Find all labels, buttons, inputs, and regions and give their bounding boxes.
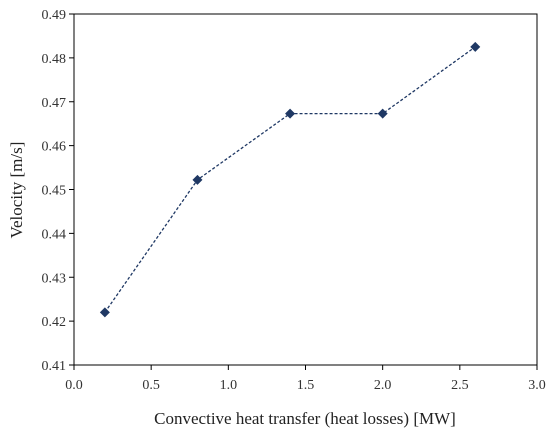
y-axis-title: Velocity [m/s] — [7, 142, 26, 239]
x-tick-label: 0.0 — [65, 378, 83, 393]
y-tick-label: 0.41 — [42, 359, 67, 374]
x-tick-label: 0.5 — [142, 378, 160, 393]
y-tick-label: 0.44 — [42, 227, 67, 242]
data-point-marker — [99, 307, 110, 318]
data-point-marker — [285, 108, 296, 119]
x-axis-ticks: 0.0 0.5 1.0 1.5 2.0 2.5 3.0 — [65, 365, 546, 393]
series-layer — [99, 41, 481, 318]
y-axis-ticks: 0.41 0.42 0.43 0.44 0.45 0.46 0.47 0.48 0.49 — [42, 8, 74, 374]
data-point-marker — [470, 41, 481, 52]
y-tick-label: 0.47 — [42, 96, 67, 111]
x-tick-label: 1.0 — [220, 378, 238, 393]
x-tick-label: 2.0 — [374, 378, 392, 393]
x-tick-label: 3.0 — [528, 378, 546, 393]
y-tick-label: 0.49 — [42, 8, 67, 23]
plot-area-frame — [73, 13, 538, 366]
x-tick-label: 1.5 — [297, 378, 315, 393]
data-point-marker — [192, 174, 203, 185]
series-line — [104, 46, 476, 313]
y-tick-label: 0.45 — [42, 184, 67, 199]
data-point-marker — [377, 108, 388, 119]
x-tick-label: 2.5 — [451, 378, 469, 393]
y-tick-label: 0.43 — [42, 271, 67, 286]
y-tick-label: 0.48 — [42, 52, 67, 67]
x-axis-title: Convective heat transfer (heat losses) [… — [154, 409, 456, 428]
y-tick-label: 0.46 — [42, 140, 67, 155]
y-tick-label: 0.42 — [42, 315, 67, 330]
